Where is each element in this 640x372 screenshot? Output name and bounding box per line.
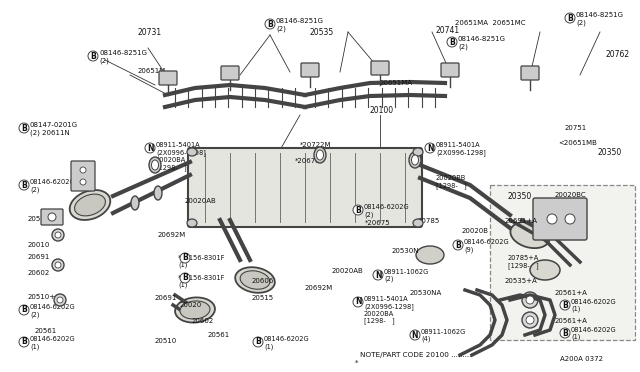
- Circle shape: [180, 253, 190, 263]
- Ellipse shape: [511, 222, 550, 248]
- Text: 20602: 20602: [28, 270, 51, 276]
- Circle shape: [88, 51, 98, 61]
- Ellipse shape: [530, 260, 560, 280]
- Circle shape: [19, 180, 29, 190]
- Text: N: N: [355, 298, 361, 307]
- Ellipse shape: [152, 160, 159, 170]
- Ellipse shape: [235, 267, 275, 293]
- Ellipse shape: [416, 246, 444, 264]
- Text: 20751: 20751: [565, 125, 588, 131]
- Ellipse shape: [149, 157, 161, 173]
- Text: 20691+A: 20691+A: [505, 218, 538, 224]
- Text: 20020BC: 20020BC: [555, 192, 587, 198]
- Text: 08146-6202G
(1): 08146-6202G (1): [30, 336, 76, 350]
- Circle shape: [560, 328, 570, 338]
- Circle shape: [425, 143, 435, 153]
- Ellipse shape: [409, 152, 421, 168]
- Ellipse shape: [75, 194, 106, 216]
- Text: 20762: 20762: [605, 50, 629, 59]
- Text: B: B: [562, 328, 568, 337]
- Text: 08147-0201G
(2) 20611N: 08147-0201G (2) 20611N: [30, 122, 78, 135]
- FancyBboxPatch shape: [71, 161, 95, 191]
- FancyBboxPatch shape: [221, 66, 239, 80]
- Text: *20675: *20675: [365, 220, 390, 226]
- Text: 20530N: 20530N: [392, 248, 419, 254]
- Ellipse shape: [317, 150, 323, 160]
- Text: B: B: [182, 253, 188, 263]
- Text: N: N: [427, 144, 433, 153]
- Text: 20561+A: 20561+A: [555, 290, 588, 296]
- Text: 08911-5401A
(2X0996-1298]
20020BA
[1298-   ]: 08911-5401A (2X0996-1298] 20020BA [1298-…: [156, 142, 206, 170]
- FancyBboxPatch shape: [41, 209, 63, 225]
- Text: 20020B: 20020B: [462, 228, 489, 234]
- Text: 20651M: 20651M: [138, 68, 166, 74]
- Ellipse shape: [187, 148, 197, 156]
- Text: *20675: *20675: [295, 158, 321, 164]
- Text: 20020AB: 20020AB: [185, 198, 217, 204]
- Text: *08156-8301F
(1): *08156-8301F (1): [178, 255, 225, 269]
- Text: 20350: 20350: [598, 148, 622, 157]
- Text: 20785+A
[1298-   ]: 20785+A [1298- ]: [508, 255, 540, 269]
- Text: B: B: [355, 205, 361, 215]
- Circle shape: [54, 294, 66, 306]
- Text: 08146-6202G
(2): 08146-6202G (2): [364, 204, 410, 218]
- Text: 20535+A: 20535+A: [505, 278, 538, 284]
- Text: N: N: [412, 330, 419, 340]
- Text: 20350: 20350: [508, 192, 532, 201]
- Text: N: N: [375, 270, 381, 279]
- Text: 20515+A: 20515+A: [28, 216, 61, 222]
- Text: B: B: [90, 51, 96, 61]
- Bar: [490, 185, 635, 340]
- Text: 08146-8251G
(2): 08146-8251G (2): [276, 18, 324, 32]
- Text: 20731: 20731: [138, 28, 162, 37]
- Circle shape: [522, 292, 538, 308]
- Text: *08156-8301F
(1): *08156-8301F (1): [178, 275, 225, 289]
- Text: 20020AB: 20020AB: [332, 268, 364, 274]
- Text: N: N: [147, 144, 153, 153]
- FancyBboxPatch shape: [188, 148, 422, 227]
- Text: 20561+A: 20561+A: [555, 318, 588, 324]
- Ellipse shape: [187, 219, 197, 227]
- Text: B: B: [21, 305, 27, 314]
- Ellipse shape: [131, 196, 139, 210]
- Circle shape: [353, 297, 363, 307]
- FancyBboxPatch shape: [521, 66, 539, 80]
- Circle shape: [19, 305, 29, 315]
- Text: A200A 0372: A200A 0372: [560, 356, 603, 362]
- Circle shape: [560, 300, 570, 310]
- Circle shape: [547, 214, 557, 224]
- FancyBboxPatch shape: [301, 63, 319, 77]
- Text: 20602: 20602: [192, 318, 214, 324]
- FancyBboxPatch shape: [441, 63, 459, 77]
- Text: 20561: 20561: [208, 332, 230, 338]
- Text: 08911-1062G
(4): 08911-1062G (4): [421, 329, 467, 343]
- Text: B: B: [255, 337, 261, 346]
- Circle shape: [526, 296, 534, 304]
- Circle shape: [373, 270, 383, 280]
- FancyBboxPatch shape: [371, 61, 389, 75]
- Text: B: B: [21, 124, 27, 132]
- Circle shape: [522, 312, 538, 328]
- Circle shape: [80, 167, 86, 173]
- Circle shape: [180, 273, 190, 283]
- FancyBboxPatch shape: [533, 198, 587, 240]
- Text: 20651MA: 20651MA: [380, 80, 413, 86]
- Text: 20515: 20515: [252, 295, 274, 301]
- Text: 08146-6202G
(2): 08146-6202G (2): [30, 304, 76, 317]
- Circle shape: [55, 232, 61, 238]
- Text: 08146-6202G
(1): 08146-6202G (1): [264, 336, 310, 350]
- Circle shape: [253, 337, 263, 347]
- Circle shape: [265, 19, 275, 29]
- Circle shape: [80, 179, 86, 185]
- Text: 20100: 20100: [370, 106, 394, 115]
- Text: 08146-8251G
(2): 08146-8251G (2): [458, 36, 506, 49]
- Ellipse shape: [413, 219, 423, 227]
- Ellipse shape: [175, 298, 215, 323]
- Text: 08911-5401A
(2X0996-1298]
20020BA
[1298-   ]: 08911-5401A (2X0996-1298] 20020BA [1298-…: [364, 296, 414, 324]
- Text: 20741: 20741: [435, 26, 459, 35]
- Text: 20691: 20691: [155, 295, 177, 301]
- Text: B: B: [21, 180, 27, 189]
- Circle shape: [353, 205, 363, 215]
- Text: 20561: 20561: [35, 328, 57, 334]
- Circle shape: [55, 262, 61, 268]
